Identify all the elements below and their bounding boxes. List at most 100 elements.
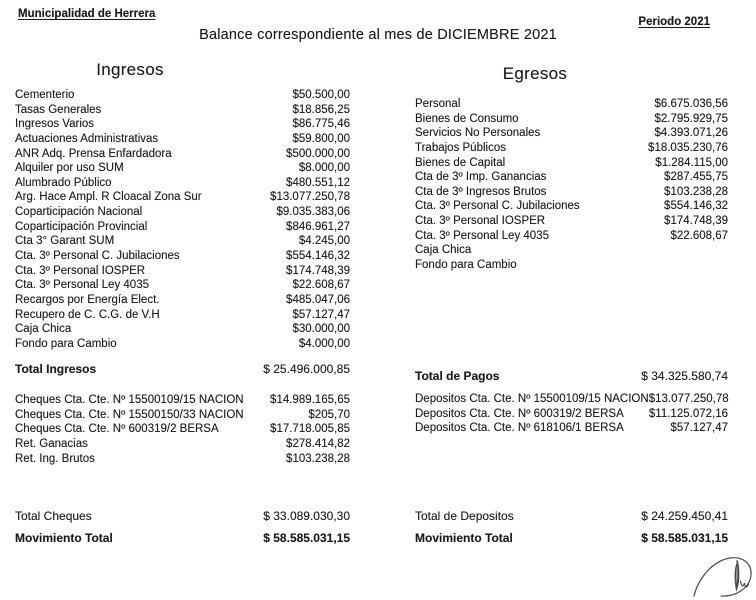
row-label: Cta 3° Garant SUM (15, 235, 115, 248)
depositos-list: Depositos Cta. Cte. Nº 15500109/15 NACIO… (415, 392, 729, 436)
row-label: Cheques Cta. Cte. Nº 15500109/15 NACION (15, 394, 244, 406)
total-ingresos-row: Total Ingresos $ 25.496.000,85 (15, 362, 350, 377)
row-value: $11.125.072,16 (648, 407, 728, 420)
row-value: $480.551,12 (286, 176, 350, 189)
row-value: $13.077.250,78 (648, 393, 729, 405)
page-title: Balance correspondiente al mes de DICIEM… (199, 27, 557, 43)
list-item: Coparticipación Nacional $9.035.383,06 (15, 205, 350, 220)
list-item: Cheques Cta. Cte. Nº 15500109/15 NACION $… (15, 393, 350, 408)
total-cheques-value: $ 33.089.030,30 (263, 509, 350, 523)
row-value: $59.800,00 (292, 132, 350, 145)
row-label: Caja Chica (415, 244, 472, 257)
row-value: $57.127,47 (670, 422, 728, 435)
list-item: Cta. 3º Personal C. Jubilaciones $554.146… (15, 249, 350, 264)
ingresos-list: Cementerio $50.500,00 Tasas Generales $18.8… (15, 88, 350, 352)
row-value: $30.000,00 (292, 323, 350, 336)
list-item: Cta. 3º Personal IOSPER $174.748,39 (415, 214, 728, 229)
list-item: Cta 3° Garant SUM $4.245,00 (15, 234, 350, 249)
list-item: Cheques Cta. Cte. Nº 15500150/33 NACION $… (15, 408, 350, 423)
row-label: Depositos Cta. Cte. Nº 600319/2 BERSA (415, 407, 624, 420)
list-item: Ret. Ing. Brutos $103.238,28 (15, 452, 350, 467)
list-item: Caja Chica $30.000,00 (15, 322, 350, 337)
total-pagos-row: Total de Pagos $ 34.325.580,74 (415, 369, 728, 384)
row-label: Ret. Ganacias (15, 437, 88, 450)
list-item: Fondo para Cambio (415, 258, 728, 273)
row-value: $4.245,00 (298, 235, 350, 248)
list-item: Ingresos Varios $86.775,46 (15, 117, 350, 132)
row-value: $554.146,32 (286, 250, 350, 263)
row-label: Cta. 3º Personal C. Jubilaciones (415, 200, 580, 213)
row-label: Cementerio (15, 89, 75, 101)
list-item: Arg. Hace Ampl. R Cloacal Zona Sur $13.07… (15, 190, 350, 205)
row-value: $22.608,67 (670, 229, 728, 242)
total-depositos-value: $ 24.259.450,41 (641, 509, 728, 523)
list-item: Trabajos Públicos $18.035.230,76 (415, 141, 728, 156)
cheques-list: Cheques Cta. Cte. Nº 15500109/15 NACION $… (15, 393, 350, 466)
row-value: $4.000,00 (298, 337, 350, 350)
movimiento-total-right-label: Movimiento Total (415, 531, 513, 545)
row-label: Alumbrado Público (15, 176, 112, 189)
row-label: Servicios No Personales (415, 127, 541, 140)
row-value: $2.795.929,75 (654, 112, 728, 125)
list-item: Alumbrado Público $480.551,12 (15, 176, 350, 191)
row-label: Tasas Generales (15, 103, 102, 116)
total-ingresos-label: Total Ingresos (15, 362, 97, 376)
row-label: Personal (415, 98, 461, 110)
list-item: Cta. 3º Personal Ley 4035 $22.608,67 (415, 229, 728, 244)
list-item: Depositos Cta. Cte. Nº 600319/2 BERSA $11… (415, 407, 728, 422)
list-item: Fondo para Cambio $4.000,00 (15, 337, 350, 352)
row-label: ANR Adq. Prensa Enfardadora (15, 147, 172, 160)
row-label: Cta. 3º Personal Ley 4035 (415, 229, 549, 242)
list-item: Actuaciones Administrativas $59.800,00 (15, 132, 350, 147)
row-label: Depositos Cta. Cte. Nº 15500109/15 NACIO… (415, 393, 649, 405)
egresos-list: Personal $6.675.036,56 Bienes de Consumo $2… (415, 97, 728, 273)
list-item: Tasas Generales $18.856,25 (15, 103, 350, 118)
row-value: $554.146,32 (664, 200, 728, 213)
row-label: Recupero de C. C.G. de V.H (15, 308, 160, 321)
list-item: Bienes de Capital $1.284.115,00 (415, 156, 728, 171)
row-value: $86.775,46 (292, 118, 350, 131)
row-label: Trabajos Públicos (415, 141, 506, 154)
list-item: Cta. 3º Personal Ley 4035 $22.608,67 (15, 278, 350, 293)
list-item: Recargos por Energía Elect. $485.047,06 (15, 293, 350, 308)
row-label: Ingresos Varios (15, 118, 95, 131)
row-label: Cheques Cta. Cte. Nº 600319/2 BERSA (15, 423, 219, 436)
row-label: Caja Chica (15, 323, 72, 336)
row-value: $485.047,06 (286, 293, 350, 306)
row-value: $50.500,00 (292, 89, 350, 101)
row-value: $8.000,00 (298, 162, 350, 175)
period-label: Periodo 2021 (638, 16, 710, 28)
list-item: Cta de 3º Ingresos Brutos $103.238,28 (415, 185, 728, 200)
row-label: Cta. 3º Personal C. Jubilaciones (15, 250, 180, 263)
row-value: $22.608,67 (292, 279, 350, 292)
list-item: Ret. Ganacias $278.414,82 (15, 437, 350, 452)
row-value: $13.077.250,78 (270, 191, 350, 204)
egresos-heading: Egresos (502, 64, 568, 83)
row-value: $57.127,47 (292, 308, 350, 321)
row-value: $9.035.383,06 (276, 206, 350, 219)
list-item: Servicios No Personales $4.393.071,26 (415, 126, 728, 141)
row-value: $278.414,82 (286, 437, 350, 450)
row-value: $4.393.071,26 (654, 127, 728, 140)
list-item: Cta. 3º Personal C. Jubilaciones $554.146… (415, 199, 728, 214)
list-item: Cheques Cta. Cte. Nº 600319/2 BERSA $17.7… (15, 422, 350, 437)
list-item: Cta de 3º Imp. Ganancias $287.455,75 (415, 170, 728, 185)
list-item: Depositos Cta. Cte. Nº 15500109/15 NACIO… (415, 392, 729, 407)
row-value: $103.238,28 (286, 452, 350, 465)
ingresos-heading: Ingresos (96, 60, 164, 79)
row-label: Cta de 3º Imp. Ganancias (415, 171, 547, 184)
row-label: Coparticipación Nacional (15, 206, 143, 219)
movimiento-total-left-row: Movimiento Total $ 58.585.031,15 (15, 531, 350, 546)
row-label: Cheques Cta. Cte. Nº 15500150/33 NACION (15, 408, 244, 421)
row-value: $18.035.230,76 (648, 141, 728, 154)
list-item: Coparticipación Provincial $846.961,27 (15, 220, 350, 235)
list-item: Depositos Cta. Cte. Nº 618106/1 BERSA $57… (415, 421, 728, 436)
row-label: Cta de 3º Ingresos Brutos (415, 185, 547, 198)
total-cheques-label: Total Cheques (15, 509, 92, 523)
row-label: Actuaciones Administrativas (15, 132, 159, 145)
row-label: Bienes de Capital (415, 156, 506, 169)
row-label: Ret. Ing. Brutos (15, 452, 95, 465)
list-item: ANR Adq. Prensa Enfardadora $500.000,00 (15, 147, 350, 162)
row-value: $18.856,25 (292, 103, 350, 116)
